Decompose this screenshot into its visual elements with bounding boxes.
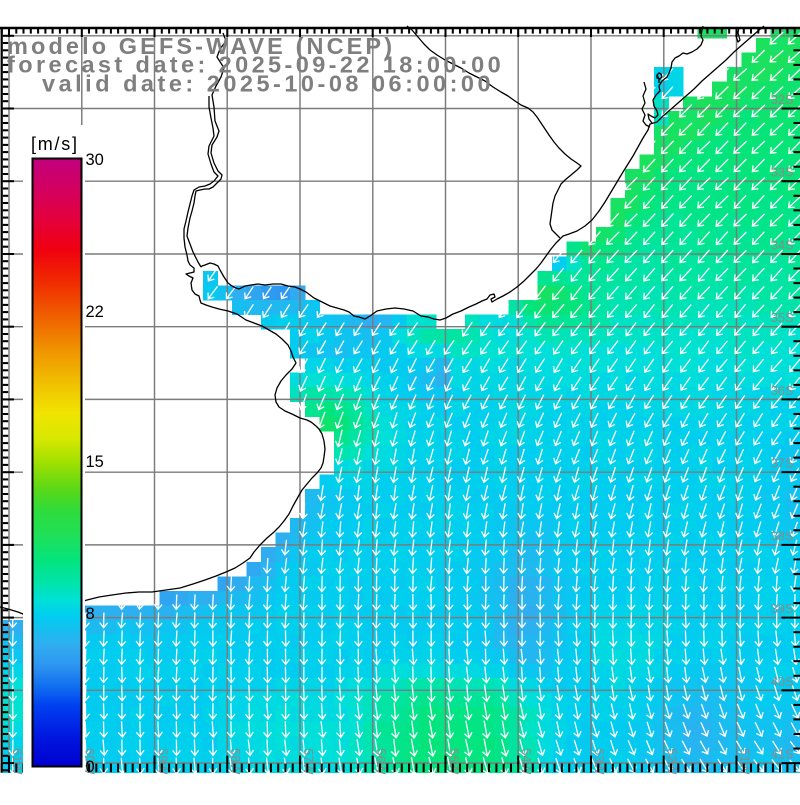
svg-text:32S: 32S [771,92,794,107]
svg-text:valid date: 2025-10-08 06:00:0: valid date: 2025-10-08 06:00:00 [42,70,494,96]
svg-text:8: 8 [86,605,95,623]
svg-text:36S: 36S [771,383,794,398]
svg-text:34S: 34S [771,238,794,253]
svg-text:15: 15 [86,453,104,471]
svg-text:0: 0 [86,758,95,776]
svg-text:40S: 40S [771,674,794,689]
svg-text:35S: 35S [771,310,794,325]
svg-text:41S: 41S [771,747,794,762]
svg-text:22: 22 [86,303,104,321]
svg-text:30: 30 [86,151,104,169]
svg-text:33S: 33S [771,165,794,180]
svg-text:37S: 37S [771,456,794,471]
svg-text:39S: 39S [771,601,794,616]
svg-text:[m/s]: [m/s] [31,134,77,154]
svg-text:38S: 38S [771,528,794,543]
